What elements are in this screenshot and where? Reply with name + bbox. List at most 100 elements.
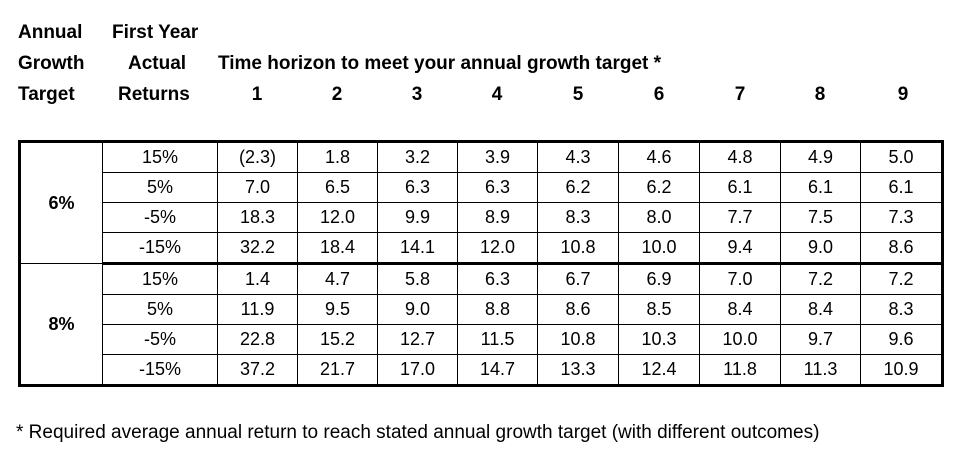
value-cell: 11.5 [457, 324, 538, 355]
value-cell: 9.9 [377, 202, 458, 233]
value-cell: 8.5 [618, 294, 700, 325]
value-cell: 10.8 [537, 232, 619, 265]
value-cell: 6.1 [699, 172, 781, 203]
table-row: -5% 22.8 15.2 12.7 11.5 10.8 10.3 10.0 9… [20, 324, 943, 355]
value-cell: (2.3) [217, 141, 298, 173]
value-cell: 9.5 [297, 294, 378, 325]
value-cell: 10.0 [618, 232, 700, 265]
value-cell: 7.3 [860, 202, 943, 233]
value-cell: 4.7 [297, 263, 378, 295]
value-cell: 9.6 [860, 324, 943, 355]
value-cell: 14.1 [377, 232, 458, 265]
target-cell: 8% [19, 263, 103, 386]
value-cell: 8.4 [699, 294, 781, 325]
value-cell: 8.9 [457, 202, 538, 233]
value-cell: 32.2 [217, 232, 298, 265]
value-cell: 9.0 [377, 294, 458, 325]
value-cell: 9.0 [780, 232, 861, 265]
return-cell: -15% [102, 232, 218, 265]
year-header: 8 [814, 84, 826, 105]
value-cell: 9.7 [780, 324, 861, 355]
value-cell: 6.2 [537, 172, 619, 203]
header-first-year: First Year [112, 22, 199, 43]
value-cell: 1.4 [217, 263, 298, 295]
value-cell: 11.3 [780, 354, 861, 386]
target-cell: 6% [19, 141, 103, 264]
value-cell: 4.6 [618, 141, 700, 173]
table-row: 6% 15% (2.3) 1.8 3.2 3.9 4.3 4.6 4.8 4.9… [19, 141, 943, 264]
value-cell: 3.2 [377, 141, 458, 173]
value-cell: 10.0 [699, 324, 781, 355]
value-cell: 12.7 [377, 324, 458, 355]
value-cell: 5.8 [377, 263, 458, 295]
header-actual: Actual [128, 53, 187, 74]
value-cell: 14.7 [457, 354, 538, 386]
return-cell: 5% [102, 172, 218, 203]
table-row: 5% 11.9 9.5 9.0 8.8 8.6 8.5 8.4 8.4 8.3 [20, 294, 943, 325]
time-horizon-table: 6% 15% (2.3) 1.8 3.2 3.9 4.3 4.6 4.8 4.9… [18, 140, 944, 387]
value-cell: 10.8 [537, 324, 619, 355]
year-header: 9 [897, 84, 909, 105]
year-header: 7 [734, 84, 746, 105]
value-cell: 18.3 [217, 202, 298, 233]
header-time-horizon: Time horizon to meet your annual growth … [218, 53, 662, 74]
value-cell: 8.8 [457, 294, 538, 325]
value-cell: 6.7 [537, 263, 619, 295]
return-cell: -5% [102, 202, 218, 233]
value-cell: 8.0 [618, 202, 700, 233]
return-cell: -15% [102, 354, 218, 386]
value-cell: 12.0 [457, 232, 538, 265]
value-cell: 18.4 [297, 232, 378, 265]
value-cell: 15.2 [297, 324, 378, 355]
value-cell: 17.0 [377, 354, 458, 386]
table-row: -15% 37.2 21.7 17.0 14.7 13.3 12.4 11.8 … [20, 354, 943, 386]
value-cell: 6.5 [297, 172, 378, 203]
year-header: 1 [251, 84, 263, 105]
year-header: 4 [491, 84, 503, 105]
value-cell: 3.9 [457, 141, 538, 173]
value-cell: 6.3 [457, 172, 538, 203]
return-cell: -5% [102, 324, 218, 355]
value-cell: 7.0 [217, 172, 298, 203]
value-cell: 4.9 [780, 141, 861, 173]
header-returns: Returns [118, 84, 190, 105]
value-cell: 37.2 [217, 354, 298, 386]
header-annual: Annual [18, 22, 83, 43]
value-cell: 11.8 [699, 354, 781, 386]
table-row: 8% 15% 1.4 4.7 5.8 6.3 6.7 6.9 7.0 7.2 7… [19, 263, 943, 386]
year-header: 3 [411, 84, 423, 105]
value-cell: 5.0 [860, 141, 943, 173]
value-cell: 12.0 [297, 202, 378, 233]
value-cell: 10.3 [618, 324, 700, 355]
value-cell: 8.6 [860, 232, 943, 265]
value-cell: 1.8 [297, 141, 378, 173]
year-header: 6 [653, 84, 665, 105]
return-cell: 15% [102, 263, 218, 295]
value-cell: 7.5 [780, 202, 861, 233]
value-cell: 12.4 [618, 354, 700, 386]
value-cell: 7.0 [699, 263, 781, 295]
table-row: 5% 7.0 6.5 6.3 6.3 6.2 6.2 6.1 6.1 6.1 [20, 172, 943, 203]
value-cell: 4.3 [537, 141, 619, 173]
return-cell: 15% [102, 141, 218, 173]
value-cell: 7.2 [860, 263, 943, 295]
value-cell: 6.9 [618, 263, 700, 295]
value-cell: 9.4 [699, 232, 781, 265]
return-cell: 5% [102, 294, 218, 325]
value-cell: 6.1 [780, 172, 861, 203]
value-cell: 6.1 [860, 172, 943, 203]
value-cell: 13.3 [537, 354, 619, 386]
value-cell: 6.2 [618, 172, 700, 203]
value-cell: 21.7 [297, 354, 378, 386]
value-cell: 4.8 [699, 141, 781, 173]
value-cell: 11.9 [217, 294, 298, 325]
footnote: * Required average annual return to reac… [16, 422, 820, 443]
value-cell: 22.8 [217, 324, 298, 355]
value-cell: 8.6 [537, 294, 619, 325]
value-cell: 8.3 [537, 202, 619, 233]
value-cell: 10.9 [860, 354, 943, 386]
value-cell: 7.7 [699, 202, 781, 233]
table-row: -15% 32.2 18.4 14.1 12.0 10.8 10.0 9.4 9… [20, 232, 943, 265]
value-cell: 8.3 [860, 294, 943, 325]
value-cell: 6.3 [377, 172, 458, 203]
